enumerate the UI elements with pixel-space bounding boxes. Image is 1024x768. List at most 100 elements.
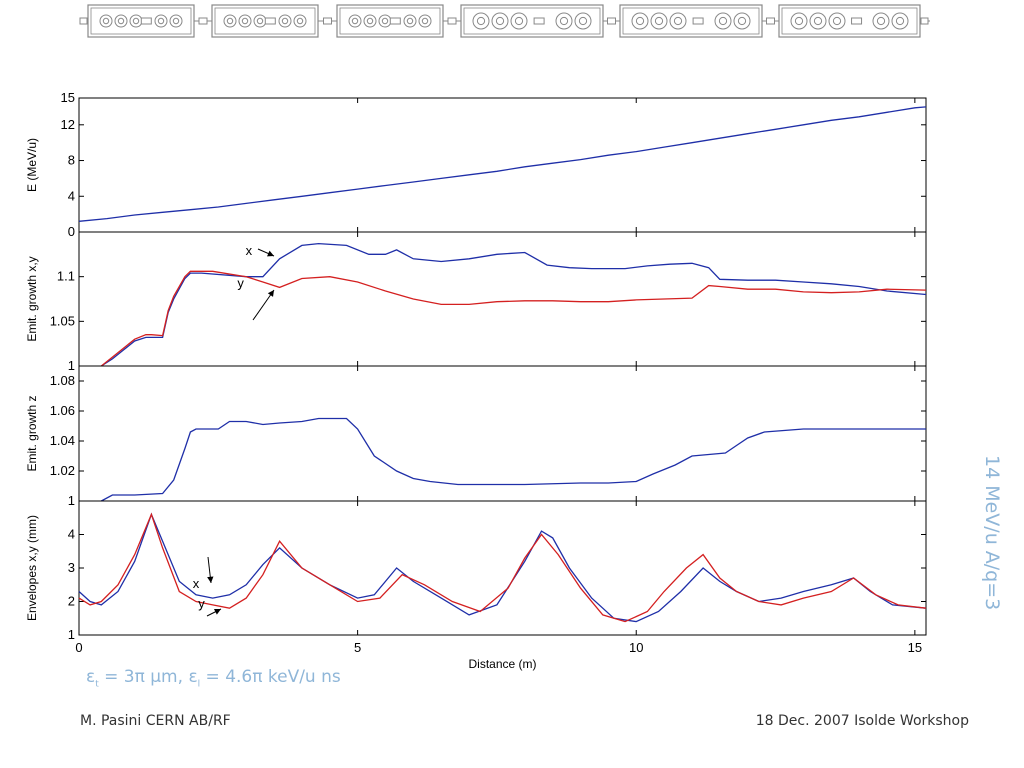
lattice-cavity-core <box>117 17 125 25</box>
lattice-cavity <box>631 12 649 30</box>
lattice-cavity <box>114 14 128 28</box>
lattice-quadrupole <box>533 17 545 25</box>
y-tick-label: 12 <box>61 117 75 132</box>
lattice-cavity-core <box>794 16 804 26</box>
annotation-x: x <box>246 243 253 258</box>
lattice-cavity-core <box>157 17 165 25</box>
series-line-x <box>100 242 927 367</box>
y-tick-label: 1.02 <box>50 463 75 478</box>
y-tick-label: 1.08 <box>50 373 75 388</box>
lattice-cavity-core <box>673 16 683 26</box>
lattice-cavity <box>733 12 751 30</box>
lattice-cavity-core <box>256 17 264 25</box>
x-tick-label: 15 <box>908 640 922 655</box>
lattice-block-inner <box>622 7 760 35</box>
y-tick-label: 1.04 <box>50 433 75 448</box>
lattice-quadrupole <box>447 17 457 25</box>
lattice-cavity-core <box>654 16 664 26</box>
series-line-y <box>78 512 927 623</box>
plot-frame <box>78 365 927 502</box>
lattice-quadrupole <box>851 17 863 25</box>
x-tick-label: 10 <box>629 640 643 655</box>
chart-panel-envelopes: 1 2 3 4 Envelopes x,y (mm) xy 0 5 10 15 Distance (… <box>25 500 927 671</box>
lattice-cavity <box>348 14 362 28</box>
y-tick-label: 3 <box>68 560 75 575</box>
plot-frame <box>78 97 927 233</box>
lattice-block-inner <box>781 7 918 35</box>
lattice-cavity <box>293 14 307 28</box>
annotation-arrowhead <box>214 608 221 615</box>
plot-frame <box>78 500 927 636</box>
lattice-cavity <box>555 12 573 30</box>
lattice-cavity-core <box>895 16 905 26</box>
lattice-cavity-core <box>876 16 886 26</box>
lattice-cavity-core <box>813 16 823 26</box>
lattice-cavity <box>238 14 252 28</box>
lattice-cavity <box>169 14 183 28</box>
lattice-cavity-core <box>421 17 429 25</box>
y-axis-label: Emit. growth x,y <box>25 256 39 341</box>
y-axis-label: Emit. growth z <box>25 395 39 471</box>
lattice-cavity <box>223 14 237 28</box>
x-tick-label: 5 <box>354 640 361 655</box>
lattice-cavity-core <box>514 16 524 26</box>
lattice-quadrupole <box>140 17 152 25</box>
lattice-cavity <box>154 14 168 28</box>
lattice-cavity-core <box>718 16 728 26</box>
lattice-quadrupole <box>264 17 276 25</box>
accelerator-lattice-icon <box>79 4 930 38</box>
y-tick-label: 2 <box>68 594 75 609</box>
footer-event: 18 Dec. 2007 Isolde Workshop <box>755 713 969 729</box>
lattice-cavity <box>99 14 113 28</box>
y-tick-label: 0 <box>68 224 75 239</box>
lattice-cavity-core <box>635 16 645 26</box>
chart-panel-emit_xy: 1 1.05 1.1 Emit. growth x,y x y <box>25 231 927 373</box>
lattice-cavity-core <box>495 16 505 26</box>
lattice-cavity-core <box>832 16 842 26</box>
lattice-block-inner <box>90 7 192 35</box>
lattice-cavity-core <box>296 17 304 25</box>
lattice-cavity <box>669 12 687 30</box>
lattice-cavity-core <box>559 16 569 26</box>
lattice-cavity-core <box>172 17 180 25</box>
y-tick-label: 1 <box>68 358 75 373</box>
annotation-y: y <box>198 596 205 611</box>
y-tick-label: 1.06 <box>50 403 75 418</box>
lattice-cavity <box>891 12 909 30</box>
footer-author: M. Pasini CERN AB/RF <box>80 713 231 729</box>
lattice-cavity-core <box>476 16 486 26</box>
y-tick-label: 8 <box>68 153 75 168</box>
y-tick-label: 4 <box>68 188 75 203</box>
lattice-cavity <box>574 12 592 30</box>
annotation-x: x <box>193 576 200 591</box>
lattice-cavity <box>809 12 827 30</box>
annotation-arrowhead <box>267 250 274 257</box>
y-tick-label: 15 <box>61 90 75 105</box>
y-tick-label: 1.05 <box>50 313 75 328</box>
lattice-quadrupole <box>198 17 208 25</box>
y-axis-label: Envelopes x,y (mm) <box>25 515 39 621</box>
lattice-block-inner <box>463 7 601 35</box>
lattice-cavity-core <box>241 17 249 25</box>
y-tick-label: 1.1 <box>57 269 75 284</box>
lattice-cavity-core <box>406 17 414 25</box>
lattice-cavity <box>472 12 490 30</box>
y-tick-label: 4 <box>68 527 75 542</box>
lattice-quadrupole <box>607 17 616 25</box>
series-line-main <box>78 106 927 222</box>
y-tick-label: 1 <box>68 627 75 642</box>
annotation-arrowhead <box>207 576 214 583</box>
lattice-cavity <box>418 14 432 28</box>
lattice-cavity <box>790 12 808 30</box>
lattice-quadrupole <box>79 17 88 25</box>
series-line-y <box>100 270 927 367</box>
chart-panel-energy: 0 4 8 12 15 E (MeV/u) <box>25 90 927 239</box>
lattice-quadrupole <box>766 17 775 25</box>
annotation-arrowhead <box>267 290 274 297</box>
series-line-x <box>78 512 927 623</box>
lattice-cavity <box>278 14 292 28</box>
lattice-cavity-core <box>281 17 289 25</box>
lattice-cavity <box>828 12 846 30</box>
x-axis-label: Distance (m) <box>468 657 536 671</box>
lattice-cavity-core <box>366 17 374 25</box>
